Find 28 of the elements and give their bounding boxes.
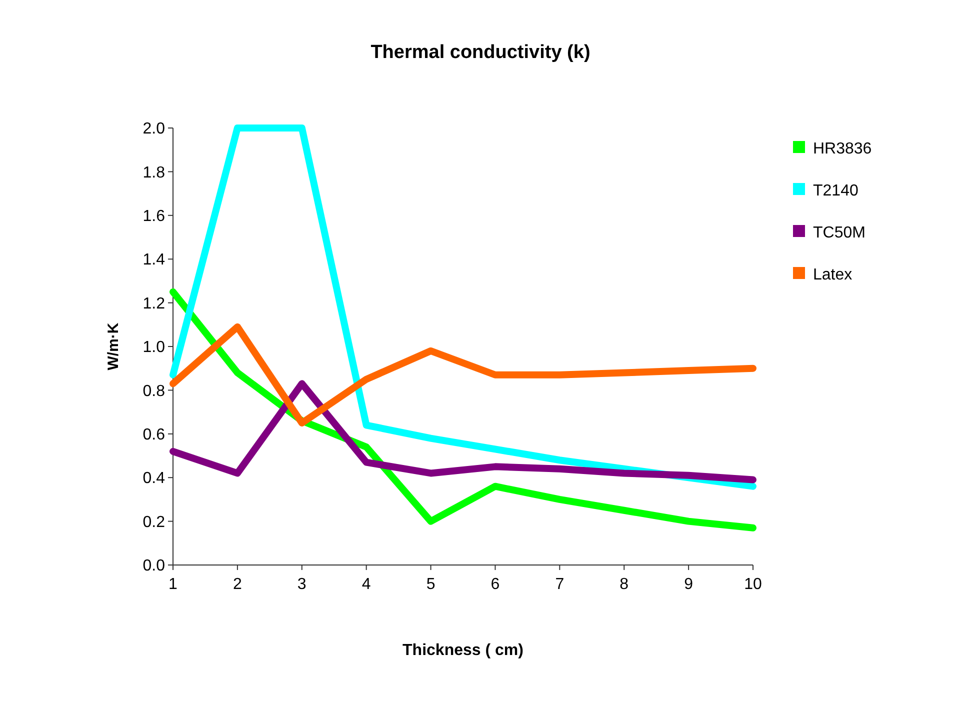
legend-label: HR3836 bbox=[813, 140, 872, 158]
x-tick-label: 1 bbox=[168, 576, 178, 593]
y-tick-label: 0.6 bbox=[142, 426, 166, 444]
chart-title: Thermal conductivity (k) bbox=[370, 42, 590, 63]
x-tick-label: 2 bbox=[232, 576, 242, 593]
x-axis-title: Thickness ( cm) bbox=[402, 642, 524, 659]
y-tick-label: 2.0 bbox=[142, 120, 166, 138]
y-tick-label: 1.4 bbox=[142, 252, 166, 269]
y-tick-label: 1.8 bbox=[142, 164, 166, 182]
x-tick-label: 5 bbox=[426, 576, 436, 593]
y-tick-label: 0.0 bbox=[142, 558, 166, 575]
y-tick-label: 0.2 bbox=[142, 514, 166, 531]
x-tick-label: 4 bbox=[362, 576, 371, 593]
legend-label: TC50M bbox=[813, 224, 866, 242]
x-tick-label: 10 bbox=[744, 576, 762, 593]
x-tick-label: 6 bbox=[490, 576, 500, 593]
legend-label: T2140 bbox=[813, 182, 858, 200]
legend-label: Latex bbox=[813, 266, 852, 284]
x-tick-label: 3 bbox=[297, 576, 306, 593]
y-tick-label: 1.2 bbox=[142, 295, 166, 312]
y-tick-label: 1.6 bbox=[142, 208, 166, 225]
y-tick-label: 1.0 bbox=[142, 339, 166, 356]
x-tick-label: 7 bbox=[555, 576, 564, 593]
y-tick-label: 0.4 bbox=[142, 470, 166, 488]
x-tick-label: 8 bbox=[620, 576, 629, 593]
y-tick-label: 0.8 bbox=[142, 382, 166, 400]
y-axis-title: W/m·K bbox=[105, 322, 122, 370]
x-tick-label: 9 bbox=[684, 576, 694, 593]
